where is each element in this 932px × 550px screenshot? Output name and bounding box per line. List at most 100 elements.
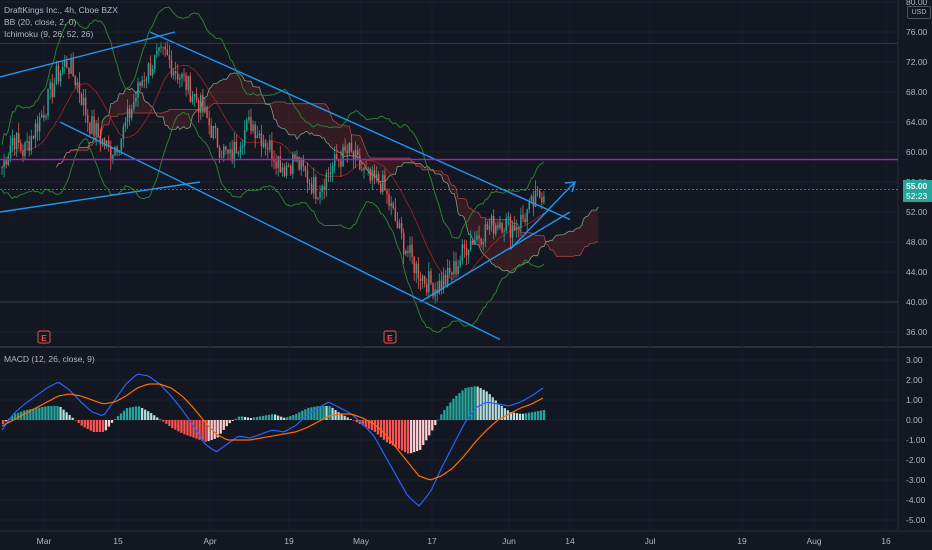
macd-hist-bar (343, 415, 346, 420)
macd-hist-bar (134, 406, 138, 420)
candle-body (532, 196, 535, 207)
currency-badge[interactable]: USD (907, 6, 931, 19)
macd-hist-bar (53, 406, 56, 420)
bb-upper (1, 6, 545, 239)
macd-tick-label: 1.00 (906, 395, 923, 405)
price-axis[interactable]: 80.0076.0072.0068.0064.0060.0056.0052.00… (906, 0, 928, 525)
macd-hist-bar (180, 420, 183, 433)
trend-channels[interactable] (0, 31, 576, 341)
candle-body (250, 117, 252, 131)
macd-hist-bar (391, 420, 395, 446)
macd-hist-bar (434, 420, 437, 426)
candle-body (172, 71, 175, 76)
bb-lower (1, 111, 545, 334)
macd-hist-bar (252, 417, 256, 420)
macd-hist-bar (267, 414, 271, 420)
candle-body (248, 117, 250, 121)
candle-body (421, 275, 424, 281)
macd-hist-bar (388, 420, 392, 444)
candle-body (361, 169, 363, 171)
macd-hist-bar (11, 415, 14, 420)
candle-body (76, 82, 79, 86)
price-tick-label: 36.00 (906, 327, 928, 337)
macd-hist-bar (56, 406, 59, 420)
macd-hist-bar (177, 420, 180, 432)
candle-body (440, 280, 443, 290)
macd-hist-bar (367, 420, 370, 429)
candle-body (151, 69, 154, 76)
candle-body (139, 82, 141, 86)
candle-body (185, 75, 187, 90)
candle-body (43, 114, 45, 118)
candle-body (446, 267, 449, 285)
candle-body (18, 133, 20, 144)
bb-label[interactable]: BB (20, close, 2, 0) (4, 17, 77, 27)
candle-body (36, 123, 39, 132)
macd-hist-bar (68, 414, 71, 420)
macd-hist-bar (150, 413, 153, 420)
candle-body (338, 160, 340, 162)
time-axis[interactable]: Mar 15 Apr 19 May 17 Jun 14 Jul 19 Aug 16 (37, 536, 891, 546)
candle-body (174, 71, 177, 74)
macd-hist-bar (295, 413, 298, 420)
macd-hist-bar (186, 420, 189, 436)
macd-hist-bar (419, 420, 422, 450)
macd-legend: MACD (12, 26, close, 9) (4, 353, 95, 365)
macd-hist-bar (500, 405, 503, 420)
candle-body (271, 140, 273, 160)
macd-hist-bar (192, 420, 195, 438)
macd-hist-bar (422, 420, 425, 446)
ichimoku-label[interactable]: Ichimoku (9, 26, 52, 26) (4, 29, 94, 39)
candle-body (369, 168, 371, 181)
macd-pane (1, 373, 546, 507)
macd-tick-label: -1.00 (906, 435, 926, 445)
macd-hist-bar (258, 416, 262, 420)
macd-hist-bar (195, 420, 198, 439)
candle-body (84, 97, 87, 116)
candle-body (107, 140, 110, 147)
candle-body (469, 240, 472, 250)
macd-hist-bar (425, 420, 428, 441)
candle-body (411, 244, 413, 258)
candle-body (373, 170, 376, 179)
candle-body (72, 58, 74, 76)
candle-body (220, 156, 223, 158)
candle-body (375, 174, 378, 179)
macd-hist-bar (385, 420, 389, 443)
candle-body (407, 250, 409, 253)
candle-body (390, 203, 392, 207)
candle-body (302, 158, 305, 167)
macd-hist-bar (138, 406, 141, 420)
macd-hist-bar (270, 414, 274, 420)
candle-body (223, 146, 225, 157)
macd-hist-bar (153, 415, 156, 420)
macd-hist-bar (512, 412, 516, 420)
candle-body (354, 150, 357, 160)
macd-hist-bar (222, 420, 225, 430)
macd-hist-bar (440, 414, 443, 420)
candle-body (300, 158, 302, 170)
macd-hist-bar (171, 420, 174, 429)
candle-body (528, 200, 530, 210)
candle-body (465, 247, 468, 256)
senkou-a (56, 72, 599, 274)
macd-hist-bar (26, 409, 29, 420)
macd-hist-bar (38, 407, 41, 420)
horizontal-levels[interactable] (0, 42, 898, 303)
macd-hist-bar (322, 406, 325, 420)
candle-body (400, 223, 403, 233)
macd-hist-bar (98, 420, 101, 432)
candle-body (181, 74, 183, 79)
macd-label[interactable]: MACD (12, 26, close, 9) (4, 354, 95, 364)
candle-body (394, 208, 397, 221)
macd-hist-bar (488, 394, 491, 420)
candle-body (210, 125, 212, 138)
macd-hist-bar (5, 420, 8, 422)
symbol-label[interactable]: DraftKings Inc., 4h, Cboe BZX (4, 5, 118, 15)
candle-body (145, 78, 148, 81)
macd-hist-bar (74, 420, 77, 421)
candle-body (64, 61, 66, 67)
macd-hist-bar (77, 420, 80, 424)
